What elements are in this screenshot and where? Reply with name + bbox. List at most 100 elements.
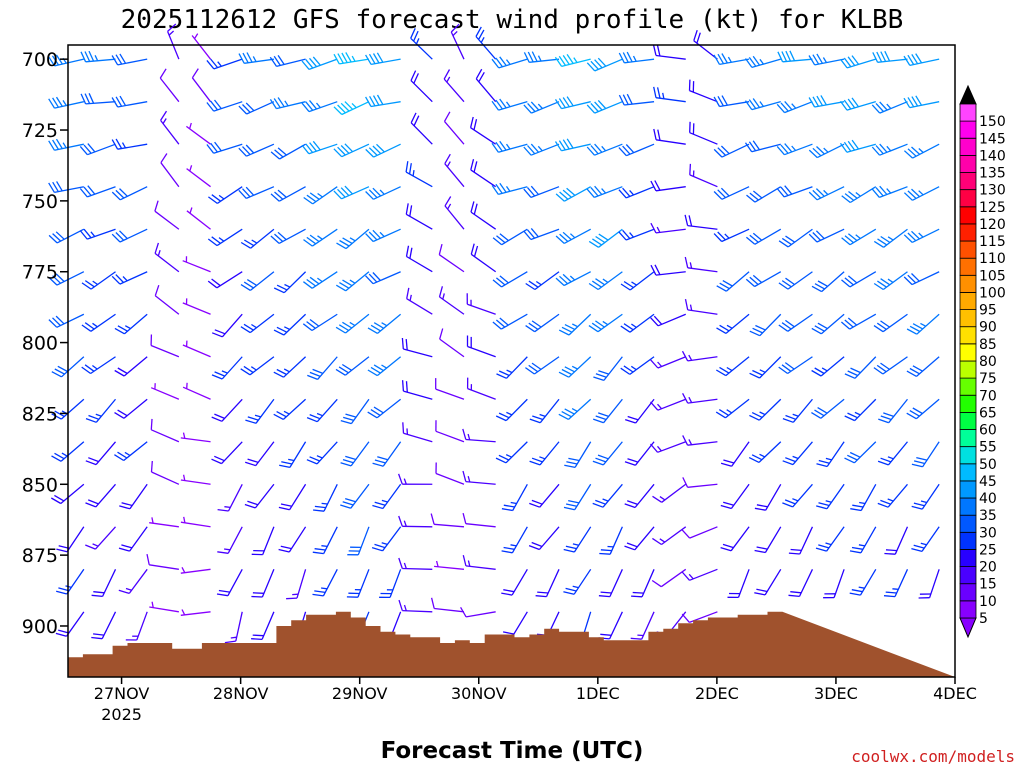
colorbar-swatch xyxy=(959,549,977,568)
wind-barb xyxy=(269,97,306,110)
wind-barb xyxy=(462,512,496,528)
y-tick-label: 900 xyxy=(22,616,58,638)
wind-barb xyxy=(372,441,402,467)
wind-barb xyxy=(745,228,782,245)
colorbar-swatch xyxy=(959,103,977,122)
wind-barb xyxy=(333,143,370,158)
wind-barb xyxy=(650,441,686,453)
wind-barb xyxy=(48,271,85,286)
wind-barb xyxy=(278,526,307,553)
wind-barb xyxy=(406,287,433,315)
wind-barb xyxy=(79,228,116,240)
wind-barb xyxy=(525,356,560,375)
wind-barb xyxy=(588,313,623,333)
wind-barb xyxy=(286,569,307,600)
wind-barb xyxy=(496,356,528,379)
colorbar-label: 75 xyxy=(979,371,997,387)
colorbar-swatch xyxy=(959,137,977,156)
wind-barb xyxy=(653,128,686,145)
wind-barb xyxy=(301,99,338,113)
wind-barb xyxy=(720,526,750,552)
colorbar-swatch xyxy=(959,189,977,208)
wind-barb xyxy=(346,569,370,598)
wind-barb xyxy=(279,441,307,469)
wind-barb xyxy=(535,569,560,598)
wind-barb xyxy=(716,271,750,292)
wind-barb xyxy=(410,112,433,145)
wind-barb xyxy=(849,526,877,554)
wind-barb xyxy=(469,116,497,145)
wind-barb xyxy=(435,462,465,485)
colorbar-label: 40 xyxy=(979,491,997,507)
x-tick-label: 29NOV xyxy=(332,684,388,703)
wind-barb xyxy=(620,356,655,375)
wind-barb xyxy=(186,165,211,188)
wind-barb xyxy=(224,611,243,644)
wind-barb xyxy=(216,568,243,597)
wind-barb xyxy=(365,186,401,200)
colorbar-label: 15 xyxy=(979,577,997,593)
colorbar-swatch xyxy=(959,480,977,499)
wind-barb xyxy=(844,441,877,464)
wind-barb xyxy=(191,68,212,103)
wind-barb xyxy=(56,568,85,595)
wind-barb xyxy=(841,186,877,204)
wind-barb xyxy=(903,143,940,159)
wind-barb xyxy=(529,398,560,424)
wind-barb xyxy=(652,526,687,546)
wind-barb xyxy=(154,284,180,315)
wind-barb xyxy=(523,227,560,241)
wind-barb xyxy=(555,228,592,244)
wind-barb xyxy=(430,513,465,528)
wind-barb xyxy=(903,186,940,201)
wind-barb xyxy=(620,313,655,333)
wind-barb xyxy=(564,441,592,469)
colorbar-label: 20 xyxy=(979,560,997,576)
wind-barb xyxy=(333,185,370,200)
wind-barb xyxy=(652,483,687,503)
wind-barb xyxy=(475,26,497,60)
wind-barb xyxy=(872,50,908,63)
y-tick-label: 750 xyxy=(22,191,58,213)
wind-barb xyxy=(207,271,243,289)
wind-barb xyxy=(307,356,338,381)
wind-barb xyxy=(688,79,718,103)
wind-barb xyxy=(816,483,845,510)
wind-barb xyxy=(491,98,528,111)
wind-barb xyxy=(839,139,876,153)
wind-barb xyxy=(877,441,908,466)
wind-barb xyxy=(749,356,782,379)
wind-barb xyxy=(903,271,940,286)
wind-barb xyxy=(720,441,750,467)
wind-barb xyxy=(251,526,275,556)
wind-barb xyxy=(744,55,781,69)
wind-barb xyxy=(593,356,623,382)
wind-barb xyxy=(631,569,655,598)
y-tick-label: 725 xyxy=(22,120,58,142)
colorbar-label: 80 xyxy=(979,354,997,370)
wind-barb xyxy=(206,58,243,70)
wind-barbs xyxy=(48,23,940,644)
wind-barb xyxy=(111,95,148,108)
wind-barb xyxy=(211,356,243,380)
wind-barb xyxy=(405,203,433,230)
colorbar-swatch xyxy=(959,360,977,379)
colorbar-swatch xyxy=(959,566,977,585)
colorbar-label: 130 xyxy=(979,183,1006,199)
wind-barb xyxy=(808,53,845,66)
colorbar-swatch xyxy=(959,429,977,448)
colorbar-swatch xyxy=(959,223,977,242)
wind-barb xyxy=(302,313,338,332)
wind-barb xyxy=(340,483,370,509)
wind-barb xyxy=(405,245,433,273)
wind-barb xyxy=(745,271,782,288)
wind-barb xyxy=(844,398,877,422)
wind-barb xyxy=(114,313,148,335)
wind-barb xyxy=(525,313,560,333)
wind-barb xyxy=(841,228,877,246)
credit-link[interactable]: coolwx.com/models xyxy=(851,747,1015,766)
wind-barb xyxy=(906,313,940,335)
wind-barb xyxy=(650,222,686,234)
wind-barb xyxy=(523,51,560,63)
wind-barb xyxy=(119,483,148,510)
